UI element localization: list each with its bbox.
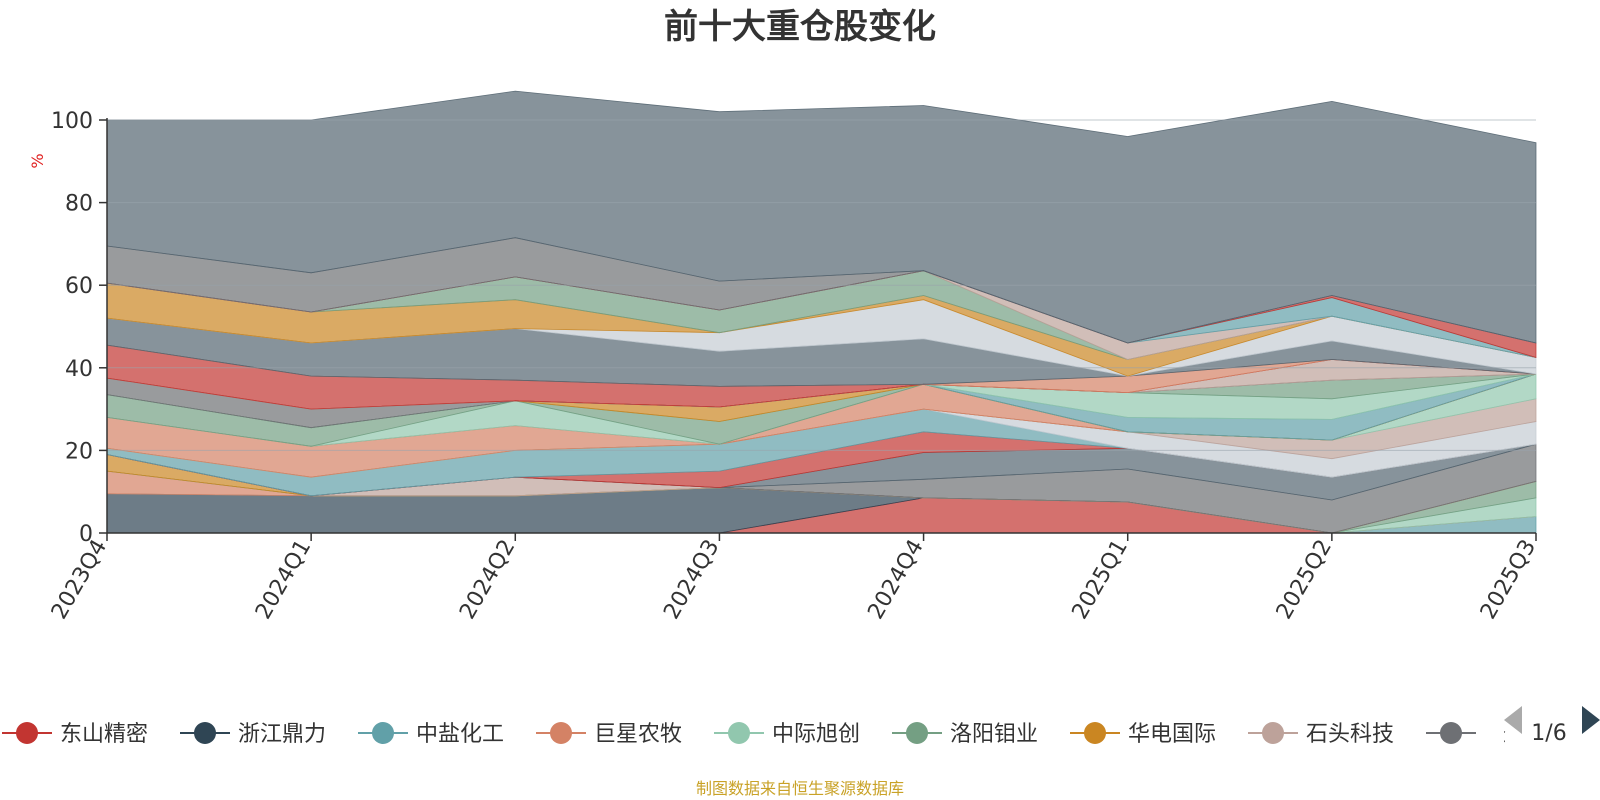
area-series-35: [106, 90, 1537, 344]
grid-lines: [107, 119, 1536, 451]
legend-label: 石头科技: [1306, 722, 1394, 747]
legend-page-indicator: 1/6: [1531, 721, 1566, 746]
legend-label: 华电国际: [1128, 722, 1216, 747]
legend-item[interactable]: 洛阳钼业: [892, 722, 1038, 747]
legend-pager: 1/6: [1504, 706, 1600, 746]
legend-prev-page-icon[interactable]: [1504, 706, 1522, 734]
legend-label: 洛阳钼业: [950, 722, 1038, 747]
x-tick-label: 2025Q3: [1476, 536, 1541, 624]
legend-label: 中盐化工: [416, 722, 504, 747]
legend-item[interactable]: 中际旭创: [714, 722, 860, 747]
y-tick-label: 0: [79, 522, 93, 547]
y-tick-label: 20: [65, 439, 93, 464]
legend-label: 浙江鼎力: [238, 722, 326, 747]
x-tick-label: 2024Q4: [863, 536, 928, 624]
legend-marker-icon: [16, 722, 38, 744]
legend-item[interactable]: 东山精密: [2, 722, 148, 747]
legend-label: 中际旭创: [772, 722, 860, 747]
y-axis-unit: %: [28, 153, 47, 168]
chart-title: 前十大重仓股变化: [664, 7, 936, 47]
legend-marker-icon: [906, 722, 928, 744]
y-tick-label: 100: [51, 109, 93, 134]
legend-marker-icon: [1440, 722, 1462, 744]
legend-marker-icon: [550, 722, 572, 744]
legend-item[interactable]: 石头科技: [1248, 722, 1394, 747]
legend-item[interactable]: 巨星农牧: [536, 722, 682, 747]
legend-marker-icon: [728, 722, 750, 744]
legend-marker-icon: [194, 722, 216, 744]
legend-next-page-icon[interactable]: [1582, 706, 1600, 734]
x-tick-label: 2025Q2: [1272, 536, 1337, 624]
legend-clip-mask: [1480, 700, 1504, 750]
legend-label: 巨星农牧: [594, 722, 682, 747]
x-tick-label: 2024Q1: [251, 536, 316, 624]
legend-marker-icon: [372, 722, 394, 744]
legend-item[interactable]: 浙江鼎力: [180, 722, 326, 747]
legend: 东山精密浙江鼎力中盐化工巨星农牧中际旭创洛阳钼业华电国际石头科技圣: [2, 700, 1506, 750]
legend-item[interactable]: 中盐化工: [358, 722, 504, 747]
data-source-note: 制图数据来自恒生聚源数据库: [696, 779, 904, 798]
series-areas: [106, 90, 1537, 534]
legend-item[interactable]: 华电国际: [1070, 722, 1216, 747]
x-tick-label: 2023Q4: [47, 536, 112, 624]
y-tick-label: 80: [65, 192, 93, 217]
y-tick-label: 40: [65, 357, 93, 382]
legend-marker-icon: [1262, 722, 1284, 744]
x-tick-label: 2024Q3: [659, 536, 724, 624]
x-tick-label: 2025Q1: [1068, 536, 1133, 624]
legend-label: 东山精密: [60, 722, 148, 747]
legend-marker-icon: [1084, 722, 1106, 744]
y-tick-label: 60: [65, 274, 93, 299]
x-tick-label: 2024Q2: [455, 536, 520, 624]
